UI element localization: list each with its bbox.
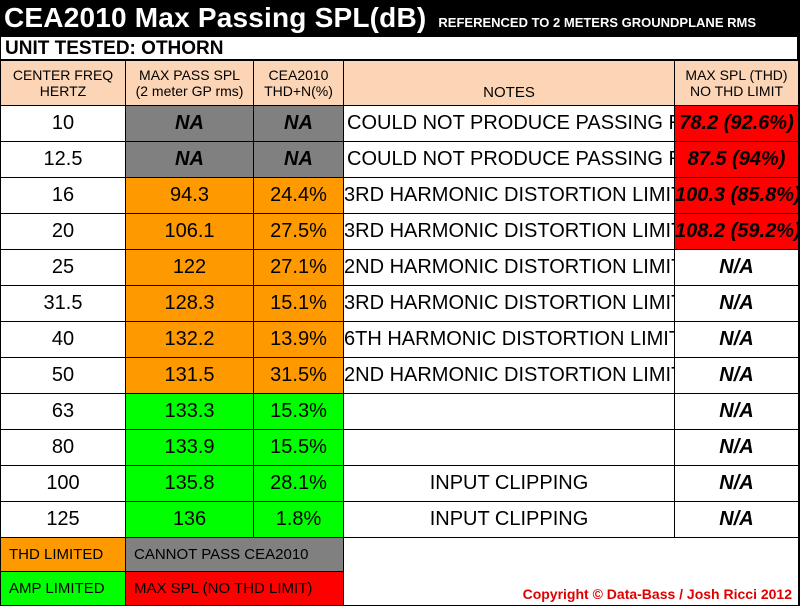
- header-max-spl-line2: NO THD LIMIT: [689, 83, 784, 99]
- cell-max-spl: 108.2 (59.2%): [674, 213, 799, 250]
- cell-max-pass-spl: 106.1: [125, 213, 254, 250]
- cell-center-freq: 50: [0, 357, 126, 394]
- copyright-text: Copyright © Data-Bass / Josh Ricci 2012: [344, 586, 798, 605]
- header-thd-line1: CEA2010: [268, 67, 329, 83]
- cell-notes: 2ND HARMONIC DISTORTION LIMITED: [343, 357, 675, 394]
- cell-notes: [343, 429, 675, 466]
- legend-cannot-pass: CANNOT PASS CEA2010: [125, 537, 344, 572]
- table-row: 16 94.3 24.4% 3RD HARMONIC DISTORTION LIMIT…: [0, 177, 799, 214]
- header-center-freq: CENTER FREQ HERTZ: [0, 60, 126, 106]
- unit-tested-label: UNIT TESTED: OTHORN: [0, 36, 798, 60]
- header-max-pass-spl-line2: (2 meter GP rms): [135, 83, 244, 99]
- cell-thd: 15.5%: [253, 429, 344, 466]
- table-row: 25 122 27.1% 2ND HARMONIC DISTORTION LIMITE…: [0, 249, 799, 286]
- table-row: 125 136 1.8% INPUT CLIPPING N/A: [0, 501, 799, 538]
- header-notes: NOTES: [343, 60, 675, 106]
- table-row: 100 135.8 28.1% INPUT CLIPPING N/A: [0, 465, 799, 502]
- cell-center-freq: 10: [0, 105, 126, 142]
- header-thd-line2: THD+N(%): [264, 83, 333, 99]
- legend-thd-limited: THD LIMITED: [0, 537, 126, 572]
- table-row: 40 132.2 13.9% 6TH HARMONIC DISTORTION LIMI…: [0, 321, 799, 358]
- cell-center-freq: 20: [0, 213, 126, 250]
- cell-center-freq: 100: [0, 465, 126, 502]
- table-row: 63 133.3 15.3% N/A: [0, 393, 799, 430]
- cell-thd: 28.1%: [253, 465, 344, 502]
- cell-max-pass-spl: 133.3: [125, 393, 254, 430]
- cell-thd: 24.4%: [253, 177, 344, 214]
- cell-thd: 27.5%: [253, 213, 344, 250]
- cell-max-pass-spl: 122: [125, 249, 254, 286]
- cell-notes: [343, 393, 675, 430]
- cell-thd: 27.1%: [253, 249, 344, 286]
- header-max-pass-spl: MAX PASS SPL (2 meter GP rms): [125, 60, 254, 106]
- cell-center-freq: 40: [0, 321, 126, 358]
- cell-thd: 15.3%: [253, 393, 344, 430]
- cell-max-spl: N/A: [674, 465, 799, 502]
- cell-max-spl: 87.5 (94%): [674, 141, 799, 178]
- legend-amp-limited: AMP LIMITED: [0, 571, 126, 606]
- cell-thd: 1.8%: [253, 501, 344, 538]
- cell-center-freq: 12.5: [0, 141, 126, 178]
- cell-notes: COULD NOT PRODUCE PASSING RESULT: [343, 141, 675, 178]
- cell-notes: INPUT CLIPPING: [343, 465, 675, 502]
- cell-thd: 13.9%: [253, 321, 344, 358]
- header-max-spl-line1: MAX SPL (THD): [685, 67, 788, 83]
- cell-thd: 31.5%: [253, 357, 344, 394]
- header-thd: CEA2010 THD+N(%): [253, 60, 344, 106]
- cell-center-freq: 31.5: [0, 285, 126, 322]
- cell-max-pass-spl: 131.5: [125, 357, 254, 394]
- cell-max-spl: N/A: [674, 285, 799, 322]
- cell-max-spl: N/A: [674, 357, 799, 394]
- cell-max-pass-spl: NA: [125, 141, 254, 178]
- cell-center-freq: 16: [0, 177, 126, 214]
- results-table: CENTER FREQ HERTZ MAX PASS SPL (2 meter …: [0, 60, 799, 606]
- page-subtitle: REFERENCED TO 2 METERS GROUNDPLANE RMS: [438, 15, 756, 30]
- cell-max-pass-spl: 128.3: [125, 285, 254, 322]
- header-max-spl: MAX SPL (THD) NO THD LIMIT: [674, 60, 799, 106]
- header-center-freq-line2: HERTZ: [39, 83, 87, 99]
- cell-notes: 6TH HARMONIC DISTORTION LIMITED: [343, 321, 675, 358]
- cell-max-spl: N/A: [674, 249, 799, 286]
- title-bar: CEA2010 Max Passing SPL(dB) REFERENCED T…: [0, 0, 800, 36]
- cell-max-pass-spl: NA: [125, 105, 254, 142]
- table-row: 80 133.9 15.5% N/A: [0, 429, 799, 466]
- cell-center-freq: 25: [0, 249, 126, 286]
- cell-notes: 3RD HARMONIC DISTORTION LIMITED: [343, 285, 675, 322]
- cell-max-spl: N/A: [674, 429, 799, 466]
- cell-max-pass-spl: 133.9: [125, 429, 254, 466]
- cell-max-pass-spl: 136: [125, 501, 254, 538]
- cell-thd: NA: [253, 105, 344, 142]
- cell-notes: 3RD HARMONIC DISTORTION LIMITED: [343, 213, 675, 250]
- cell-max-spl: N/A: [674, 501, 799, 538]
- cell-max-pass-spl: 135.8: [125, 465, 254, 502]
- cell-notes: INPUT CLIPPING: [343, 501, 675, 538]
- table-row: 20 106.1 27.5% 3RD HARMONIC DISTORTION LIMI…: [0, 213, 799, 250]
- cell-max-spl: N/A: [674, 393, 799, 430]
- legend-blank-area: Copyright © Data-Bass / Josh Ricci 2012: [343, 537, 799, 606]
- cell-thd: 15.1%: [253, 285, 344, 322]
- table-row: 50 131.5 31.5% 2ND HARMONIC DISTORTION LIMI…: [0, 357, 799, 394]
- cell-max-spl: N/A: [674, 321, 799, 358]
- cell-thd: NA: [253, 141, 344, 178]
- header-row: CENTER FREQ HERTZ MAX PASS SPL (2 meter …: [0, 60, 799, 106]
- cell-notes: COULD NOT PRODUCE PASSING RESULT: [343, 105, 675, 142]
- cell-max-spl: 78.2 (92.6%): [674, 105, 799, 142]
- cell-notes: 2ND HARMONIC DISTORTION LIMITED: [343, 249, 675, 286]
- header-max-pass-spl-line1: MAX PASS SPL: [139, 67, 240, 83]
- cell-center-freq: 125: [0, 501, 126, 538]
- cell-max-pass-spl: 132.2: [125, 321, 254, 358]
- cell-max-pass-spl: 94.3: [125, 177, 254, 214]
- header-center-freq-line1: CENTER FREQ: [12, 67, 114, 83]
- cell-center-freq: 80: [0, 429, 126, 466]
- table-row: 31.5 128.3 15.1% 3RD HARMONIC DISTORTION LI…: [0, 285, 799, 322]
- cell-max-spl: 100.3 (85.8%): [674, 177, 799, 214]
- page-title: CEA2010 Max Passing SPL(dB): [4, 2, 427, 33]
- cell-notes: 3RD HARMONIC DISTORTION LIMITED: [343, 177, 675, 214]
- cell-center-freq: 63: [0, 393, 126, 430]
- legend-max-spl: MAX SPL (NO THD LIMIT): [125, 571, 344, 606]
- legend-row-1: THD LIMITED CANNOT PASS CEA2010 Copyrigh…: [0, 537, 799, 606]
